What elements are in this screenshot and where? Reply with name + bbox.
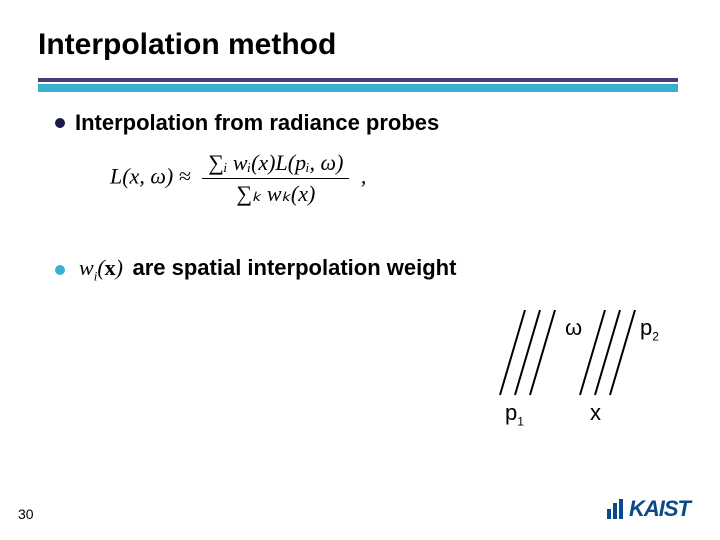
rule-purple [38,78,678,82]
bullet-dot-icon [55,265,65,275]
slide-title: Interpolation method [38,28,336,62]
formula-denominator: ∑ₖ wₖ(x) [202,179,349,207]
bullet-1: Interpolation from radiance probes [55,110,439,136]
bullet-2: wi(x) are spatial interpolation weight [55,255,456,284]
formula-trailing-comma: , [361,164,367,189]
bullet-2-math: wi(x) [75,255,132,280]
title-rule [38,78,678,92]
bullet-2-text: wi(x) are spatial interpolation weight [75,255,456,284]
logo-bars-icon [607,499,623,519]
main-formula: L(x, ω) ≈ ∑ᵢ wᵢ(x)L(pᵢ, ω) ∑ₖ wₖ(x) , [110,150,366,207]
bullet-dot-icon [55,118,65,128]
formula-fraction: ∑ᵢ wᵢ(x)L(pᵢ, ω) ∑ₖ wₖ(x) [202,150,349,207]
formula-lhs: L(x, ω) ≈ [110,164,191,189]
kaist-logo: KAIST [607,496,690,522]
label-omega: ω [565,315,582,341]
logo-text: KAIST [629,496,690,522]
page-number: 30 [18,506,34,522]
formula-numerator: ∑ᵢ wᵢ(x)L(pᵢ, ω) [202,150,349,179]
label-x: x [590,400,601,426]
label-p1: p1 [505,400,524,428]
rays-diagram: ω p2 p1 x [480,310,680,450]
bullet-2-suffix: are spatial interpolation weight [132,255,456,280]
label-p2: p2 [640,315,659,343]
bullet-1-text: Interpolation from radiance probes [75,110,439,136]
rule-cyan [38,84,678,92]
